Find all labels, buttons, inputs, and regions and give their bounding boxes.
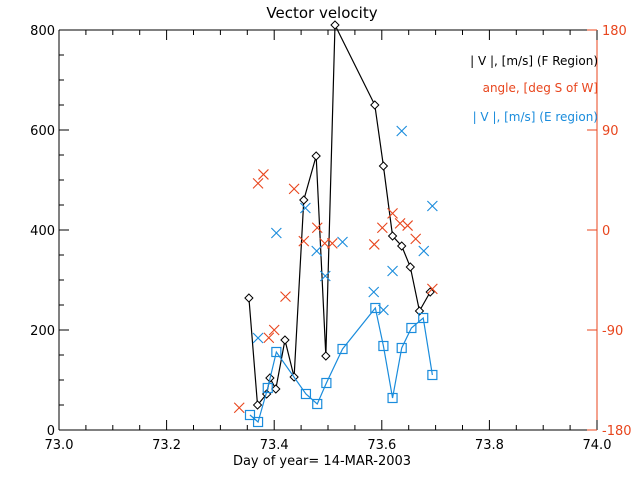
data-point-cross: [387, 207, 398, 219]
data-point-cross: [288, 183, 300, 195]
data-point-cross: [280, 291, 291, 303]
y-right-tick-label: 0: [602, 224, 610, 239]
data-point-cross: [252, 332, 264, 344]
data-point-square: [244, 409, 256, 421]
plot-area: [233, 20, 438, 428]
y-right-tick-label: 90: [602, 124, 619, 139]
data-point-diamond: [405, 262, 416, 272]
data-point-cross: [368, 286, 380, 298]
data-point-cross: [402, 220, 414, 231]
data-point-cross: [233, 402, 245, 414]
data-point-diamond: [378, 161, 389, 171]
data-point-cross: [270, 227, 282, 239]
data-point-square: [300, 388, 312, 400]
x-tick-label: 73.2: [152, 438, 181, 453]
data-point-square: [337, 343, 348, 355]
data-point-cross: [426, 283, 438, 295]
data-point-diamond: [330, 20, 340, 30]
data-point-cross: [396, 125, 408, 137]
x-tick-label: 73.0: [45, 438, 74, 453]
data-point-diamond: [311, 151, 321, 161]
y-left-tick-label: 800: [30, 24, 55, 39]
data-point-diamond: [425, 287, 435, 297]
x-tick-label: 73.8: [475, 438, 504, 453]
x-tick-label: 73.6: [367, 438, 396, 453]
data-point-cross: [326, 237, 338, 249]
data-point-diamond: [387, 231, 398, 241]
data-point-cross: [387, 265, 398, 277]
series-2: [244, 302, 438, 428]
data-point-square: [406, 322, 417, 334]
data-point-diamond: [280, 335, 290, 345]
data-point-diamond: [299, 195, 309, 205]
legend-item-angle: angle, [deg S of W]: [483, 81, 598, 95]
data-point-square: [387, 392, 398, 404]
data-point-square: [312, 398, 323, 410]
data-point-diamond: [252, 400, 263, 410]
data-point-cross: [268, 324, 280, 336]
y-right-tick-label: -90: [602, 324, 623, 339]
data-point-square: [370, 302, 381, 314]
data-point-cross: [418, 245, 430, 257]
data-point-cross: [311, 245, 323, 257]
data-point-cross: [300, 202, 311, 214]
data-point-square: [427, 369, 438, 381]
data-point-square: [321, 377, 332, 389]
data-point-square: [271, 346, 282, 358]
chart-title: Vector velocity: [266, 4, 377, 22]
data-point-cross: [376, 222, 388, 234]
data-point-square: [378, 340, 389, 352]
data-point-diamond: [370, 100, 380, 110]
legend-item-f-region: | V |, [m/s] (F Region): [470, 54, 598, 68]
data-point-cross: [258, 169, 269, 180]
data-point-diamond: [271, 384, 281, 394]
data-point-cross: [337, 236, 348, 248]
series-3: [252, 125, 438, 344]
legend: | V |, [m/s] (F Region) angle, [deg S of…: [470, 54, 598, 124]
data-point-diamond: [396, 241, 407, 251]
data-point-square: [262, 382, 273, 394]
y-left-tick-label: 400: [30, 224, 55, 239]
data-point-cross: [252, 177, 264, 189]
data-point-cross: [378, 304, 389, 316]
data-point-square: [252, 416, 264, 428]
legend-item-e-region: | V |, [m/s] (E region): [473, 110, 598, 124]
data-point-cross: [368, 239, 380, 250]
x-axis-label: Day of year= 14-MAR-2003: [233, 454, 411, 469]
data-point-cross: [410, 233, 422, 245]
data-point-square: [418, 312, 429, 324]
data-point-cross: [298, 235, 310, 247]
data-point-cross: [263, 332, 275, 344]
data-point-diamond: [244, 293, 254, 303]
y-right-tick-label: -180: [602, 424, 632, 439]
y-right-tick-label: 180: [602, 24, 627, 39]
data-point-cross: [426, 200, 438, 212]
data-point-square: [396, 342, 407, 354]
y-left-tick-label: 600: [30, 124, 55, 139]
data-point-cross: [319, 270, 331, 282]
data-point-cross: [394, 217, 406, 229]
axes: 73.0 73.2 73.4 73.6 73.8 74.0 0 200 400 600 800 -18…: [30, 24, 631, 453]
y-left-tick-label: 200: [30, 324, 55, 339]
data-point-diamond: [321, 351, 331, 361]
series-1: [233, 169, 438, 414]
x-tick-label: 74.0: [583, 438, 612, 453]
y-left-tick-label: 0: [47, 424, 55, 439]
data-point-cross: [311, 222, 323, 234]
x-tick-label: 73.4: [260, 438, 289, 453]
series-line: [249, 306, 433, 424]
